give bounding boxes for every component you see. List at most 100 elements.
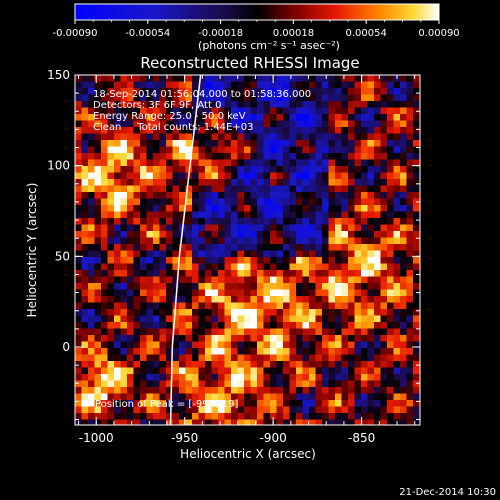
heatmap-cell [146,283,154,290]
heatmap-cell [250,166,258,173]
heatmap-cell [302,419,310,425]
heatmap-cell [309,309,316,316]
heatmap-cell [315,94,323,102]
heatmap-cell [335,406,342,414]
heatmap-cell [146,289,154,297]
heatmap-cell [263,419,271,425]
heatmap-cell [309,179,316,186]
heatmap-cell [354,309,362,316]
heatmap-cell [309,192,316,199]
heatmap-cell [289,406,297,414]
heatmap-cell [250,198,258,206]
heatmap-cell [335,250,342,258]
heatmap-cell [237,406,245,414]
heatmap-cell [276,322,284,329]
heatmap-cell [179,107,186,115]
heatmap-cell [88,257,95,264]
heatmap-cell [270,387,277,394]
heatmap-cell [419,211,420,219]
heatmap-cell [81,185,89,193]
heatmap-cell [159,140,167,147]
heatmap-cell [107,367,115,375]
heatmap-cell [179,185,186,193]
heatmap-cell [237,302,245,310]
heatmap-cell [205,166,212,173]
heatmap-cell [231,354,238,362]
heatmap-cell [179,354,186,362]
heatmap-cell [133,133,141,141]
heatmap-cell [354,413,362,420]
heatmap-cell [406,335,414,342]
heatmap-cell [166,296,173,303]
heatmap-cell [94,263,102,271]
heatmap-cell [322,81,329,89]
heatmap-cell [172,283,180,290]
heatmap-cell [120,419,128,425]
heatmap-cell [328,400,336,407]
heatmap-cell [218,309,225,316]
heatmap-cell [406,146,414,154]
heatmap-cell [237,81,245,89]
heatmap-cell [296,406,303,414]
heatmap-cell [179,380,186,388]
heatmap-cell [172,205,180,212]
heatmap-cell [393,322,401,329]
heatmap-cell [205,322,212,329]
heatmap-cell [354,192,362,199]
heatmap-cell [276,120,284,128]
heatmap-cell [159,88,167,95]
heatmap-cell [198,302,206,310]
heatmap-cell [367,289,375,297]
heatmap-cell [75,322,82,329]
heatmap-cell [380,133,388,141]
heatmap-cell [146,406,154,414]
heatmap-cell [218,185,225,193]
heatmap-cell [289,185,297,193]
heatmap-cell [127,328,134,336]
heatmap-cell [107,322,115,329]
heatmap-cell [159,250,167,258]
heatmap-cell [263,302,271,310]
heatmap-cell [328,380,336,388]
heatmap-cell [387,75,394,82]
heatmap-cell [172,159,180,167]
heatmap-cell [218,179,225,186]
heatmap-cell [88,296,95,303]
heatmap-cell [387,263,394,271]
heatmap-cell [250,354,258,362]
heatmap-cell [81,374,89,381]
heatmap-cell [250,140,258,147]
heatmap-cell [276,315,284,323]
heatmap-cell [198,153,206,160]
heatmap-cell [374,328,381,336]
heatmap-cell [419,406,420,414]
heatmap-cell [120,231,128,238]
heatmap-cell [341,387,349,394]
heatmap-cell [179,309,186,316]
heatmap-cell [309,244,316,251]
heatmap-cell [289,159,297,167]
heatmap-cell [289,380,297,388]
colorbar-tick-labels: -0.00090 -0.00054 -0.00018 0.00018 0.00054 0.… [53,28,460,39]
heatmap-cell [315,140,323,147]
heatmap-cell [250,387,258,394]
heatmap-cell [289,341,297,349]
heatmap-cell [270,146,277,154]
heatmap-cell [101,185,108,193]
heatmap-cell [302,159,310,167]
heatmap-cell [140,361,147,368]
heatmap-cell [335,237,342,245]
heatmap-cell [315,120,323,128]
heatmap-cell [361,270,368,277]
heatmap-cell [81,211,89,219]
heatmap-cell [224,367,232,375]
heatmap-cell [387,211,394,219]
heatmap-cell [218,367,225,375]
heatmap-cell [380,107,388,115]
heatmap-cell [101,250,108,258]
heatmap-cell [263,250,271,258]
heatmap-cell [348,75,355,82]
heatmap-cell [257,237,264,245]
heatmap-cell [179,114,186,121]
heatmap-cell [211,257,219,264]
